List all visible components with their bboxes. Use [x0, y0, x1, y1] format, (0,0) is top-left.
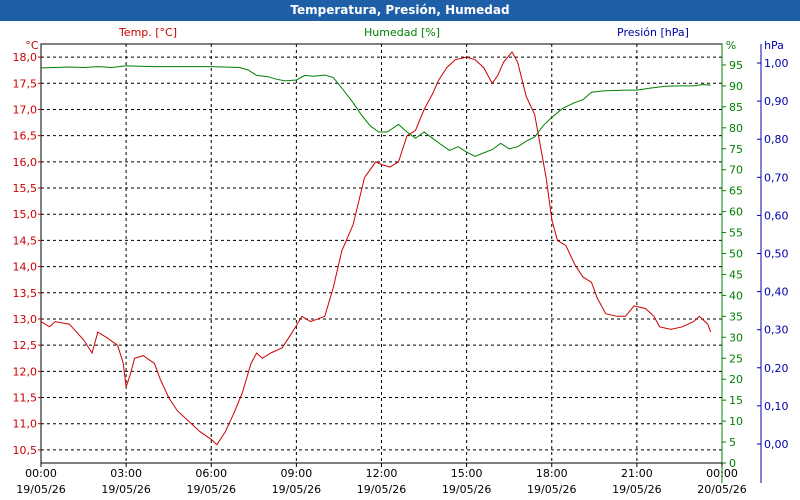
- humidity-tick-label: 90: [729, 80, 743, 93]
- humidity-tick-label: 95: [729, 59, 743, 72]
- time-tick-label: 09:00: [281, 467, 313, 480]
- humidity-tick-label: 20: [729, 373, 743, 386]
- chart-grid: [41, 44, 722, 463]
- time-tick-label: 00:00: [706, 467, 738, 480]
- temperature-axis: 10,5 11,0 11,5 12,0 12,5 13,0 13,5 14,0 14,5 15,0…: [13, 51, 41, 457]
- humidity-tick-label: 30: [729, 331, 743, 344]
- time-tick-label: 06:00: [195, 467, 227, 480]
- temp-unit-label: °C: [25, 39, 39, 52]
- date-tick-label: 19/05/26: [442, 483, 491, 496]
- pressure-axis: 0,00 0,10 0,20 0,30 0,40 0,50 0,60 0,70 0,80 0,90…: [757, 44, 789, 483]
- date-tick-label: 19/05/26: [357, 483, 406, 496]
- pressure-tick-label: 0,70: [764, 171, 789, 184]
- temp-tick-label: 13,0: [13, 313, 38, 326]
- temp-tick-label: 12,0: [13, 365, 38, 378]
- temp-tick-label: 10,5: [13, 444, 38, 457]
- humidity-axis: 0 5 10 15 20 25 30 35 40 45 50 55 60 65 70 75 80 85 90 95: [721, 44, 743, 483]
- pressure-tick-label: 0,40: [764, 286, 789, 299]
- series-layer: [40, 51, 712, 446]
- date-tick-label: 19/05/26: [187, 483, 236, 496]
- humidity-tick-label: 5: [729, 436, 736, 449]
- humidity-tick-label: 55: [729, 227, 743, 240]
- temp-tick-label: 18,0: [13, 51, 38, 64]
- humidity-tick-label: 75: [729, 143, 743, 156]
- time-tick-label: 12:00: [366, 467, 398, 480]
- pressure-tick-label: 0,80: [764, 133, 789, 146]
- weather-chart: 10,5 11,0 11,5 12,0 12,5 13,0 13,5 14,0 14,5 15,0…: [0, 21, 800, 500]
- window-title-bar: Temperatura, Presión, Humedad: [0, 0, 800, 21]
- humidity-unit-label: %: [726, 39, 736, 52]
- hum-series-line: [40, 65, 711, 157]
- pressure-legend-label: Presión [hPa]: [617, 26, 689, 39]
- temp-tick-label: 11,5: [13, 392, 38, 405]
- humidity-tick-label: 0: [729, 457, 736, 470]
- temp-tick-label: 17,0: [13, 103, 38, 116]
- humidity-tick-label: 70: [729, 164, 743, 177]
- temp-tick-label: 14,5: [13, 234, 38, 247]
- temp-tick-label: 17,5: [13, 77, 38, 90]
- temp-tick-label: 12,5: [13, 339, 38, 352]
- pressure-tick-label: 1,00: [764, 57, 789, 70]
- temp-tick-label: 16,5: [13, 130, 38, 143]
- date-tick-label: 19/05/26: [101, 483, 150, 496]
- date-tick-label: 20/05/26: [697, 483, 746, 496]
- humidity-tick-label: 10: [729, 415, 743, 428]
- humidity-tick-label: 80: [729, 122, 743, 135]
- humidity-tick-label: 60: [729, 206, 743, 219]
- humidity-legend-label: Humedad [%]: [364, 26, 440, 39]
- time-tick-label: 18:00: [536, 467, 568, 480]
- humidity-tick-label: 50: [729, 248, 743, 261]
- humidity-tick-label: 15: [729, 394, 743, 407]
- pressure-tick-label: 0,50: [764, 248, 789, 261]
- pressure-tick-label: 0,20: [764, 362, 789, 375]
- temp-tick-label: 16,0: [13, 156, 38, 169]
- pressure-tick-label: 0,10: [764, 400, 789, 413]
- pressure-tick-label: 0,60: [764, 209, 789, 222]
- time-tick-label: 03:00: [110, 467, 142, 480]
- time-tick-label: 15:00: [451, 467, 483, 480]
- temp-tick-label: 15,5: [13, 182, 38, 195]
- date-tick-label: 19/05/26: [272, 483, 321, 496]
- humidity-tick-label: 25: [729, 352, 743, 365]
- pressure-tick-label: 0,00: [764, 438, 789, 451]
- pressure-tick-label: 0,90: [764, 95, 789, 108]
- time-tick-label: 00:00: [25, 467, 57, 480]
- temp-tick-label: 13,5: [13, 287, 38, 300]
- date-tick-label: 19/05/26: [527, 483, 576, 496]
- date-tick-label: 19/05/26: [612, 483, 661, 496]
- humidity-tick-label: 85: [729, 101, 743, 114]
- window-title: Temperatura, Presión, Humedad: [290, 3, 510, 17]
- time-axis: 00:00 19/05/26 03:00 19/05/26 06:00 19/05/26 0…: [16, 463, 747, 496]
- temp-tick-label: 14,0: [13, 261, 38, 274]
- humidity-tick-label: 45: [729, 268, 743, 281]
- temp-legend-label: Temp. [°C]: [118, 26, 177, 39]
- temp-tick-label: 15,0: [13, 208, 38, 221]
- time-tick-label: 21:00: [621, 467, 653, 480]
- temp-tick-label: 11,0: [13, 418, 38, 431]
- temp-series-line: [40, 51, 712, 446]
- humidity-tick-label: 40: [729, 289, 743, 302]
- pressure-tick-label: 0,30: [764, 324, 789, 337]
- pressure-unit-label: hPa: [764, 39, 784, 52]
- humidity-tick-label: 65: [729, 185, 743, 198]
- date-tick-label: 19/05/26: [16, 483, 65, 496]
- humidity-tick-label: 35: [729, 310, 743, 323]
